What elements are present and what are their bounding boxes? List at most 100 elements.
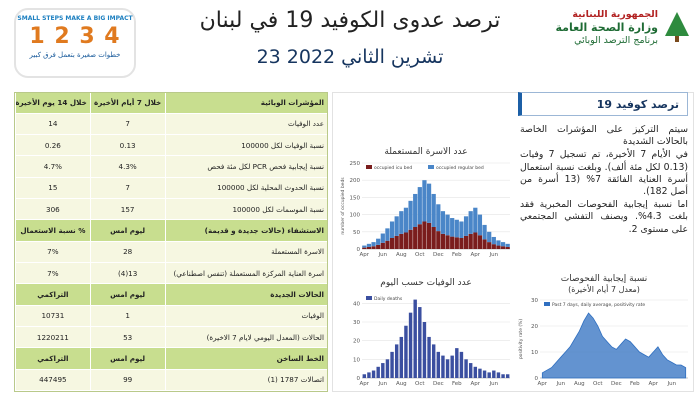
campaign-steps: 1 2 3 4 (29, 24, 121, 49)
bar (492, 370, 496, 378)
bar-segment (482, 239, 487, 249)
section-header-row: الاستشفاء (حالات جديدة و قديمة) ليوم امس%… (15, 219, 327, 242)
bar-segment (362, 245, 367, 248)
ministry-line: برنامج الترصد الوبائي (574, 35, 658, 46)
summary-title: ترصد كوفيد 19 (518, 92, 688, 116)
bar-segment (431, 193, 436, 227)
row-value: 7 (89, 113, 166, 136)
bar-segment (422, 221, 427, 249)
bar-segment (440, 233, 446, 249)
row-value: 4.7% (15, 155, 91, 178)
x-tick-label: Aug (396, 381, 407, 387)
bar (473, 366, 478, 378)
indicator-table: المؤشرات الوبائية خلال 7 أيام الأخيرة خلال… (14, 92, 328, 392)
positivity-chart: نسبة إيجابية الفحوصات(معدل 7 أيام الأخير… (518, 274, 688, 387)
x-tick-label: Dec (611, 381, 622, 387)
bar-segment (426, 222, 432, 249)
bar-segment (413, 193, 418, 227)
table: المؤشرات الوبائية خلال 7 أيام الأخيرة خلال… (15, 93, 327, 391)
section-header-cell: ليوم امس (89, 283, 166, 306)
bar-segment (366, 246, 372, 249)
x-tick-label: Feb (452, 381, 462, 387)
row-label: نسبة الوفيات لكل 100000 (164, 134, 327, 157)
row-value: 0.13 (89, 134, 166, 157)
bar-segment (403, 207, 409, 233)
campaign-logo: SMALL STEPS MAKE A BIG IMPACT 1 2 3 4 خط… (14, 8, 136, 78)
y-tick-label: 20 (531, 324, 538, 330)
bar-segment (417, 187, 422, 225)
row-value: 4.3% (89, 155, 166, 178)
row-value: 14 (15, 113, 91, 136)
bar (441, 355, 445, 378)
x-tick-label: Jun (489, 381, 499, 387)
campaign-slogan-ar: خطوات صغيرة بتعمل فرق كبير (29, 51, 121, 59)
row-label: اتصالات 1787 (1) (164, 369, 327, 391)
x-tick-label: Jun (667, 381, 677, 387)
section-header-cell: التراكمي (15, 283, 91, 306)
row-value: 99 (89, 369, 166, 391)
bar-segment (505, 246, 510, 249)
section-header-cell: الحالات الجديدة (164, 283, 327, 306)
row-value: 0.26 (15, 134, 91, 157)
section-header-row: المؤشرات الوبائية خلال 7 أيام الأخيرة خلال… (15, 93, 327, 114)
table-row: الحالات (المعدل اليومي لايام 7 الاخيرة) 5… (15, 326, 327, 349)
bar-segment (371, 242, 376, 247)
ministry-line: وزارة الصحة العامة (555, 21, 659, 34)
y-tick-label: 50 (353, 230, 360, 236)
y-tick-label: 150 (350, 195, 361, 201)
y-tick-label: 40 (353, 301, 360, 307)
ministry-logo: الجمهورية اللبنانية وزارة الصحة العامة ب… (555, 8, 690, 47)
row-value: 53 (89, 326, 166, 349)
bar (468, 363, 473, 378)
bar-segment (500, 246, 506, 249)
y-axis-label: positivity rate (%) (518, 319, 524, 360)
cedar-icon (665, 12, 689, 42)
section-header-cell: ليوم امس (89, 219, 166, 242)
bar (422, 322, 427, 378)
bar-segment (399, 233, 404, 249)
y-tick-label: 10 (531, 350, 538, 356)
bar-segment (477, 235, 483, 249)
x-tick-label: Apr (360, 252, 370, 258)
bar-segment (487, 231, 492, 243)
section-header-cell: الاستشفاء (حالات جديدة و قديمة) (164, 219, 327, 242)
bar-segment (463, 235, 469, 249)
bar (381, 363, 385, 378)
y-tick-label: 30 (353, 320, 360, 326)
y-tick-label: 10 (353, 357, 360, 363)
bar (413, 299, 417, 378)
bar-segment (505, 243, 510, 247)
bar-segment (394, 235, 399, 249)
bar-segment (487, 242, 492, 249)
bar (459, 351, 464, 378)
bar (399, 336, 404, 378)
section-header-cell: الخط الساخن (164, 347, 327, 370)
bar-segment (450, 218, 455, 237)
bar-segment (473, 207, 478, 233)
bar-segment (371, 246, 376, 249)
bar-segment (491, 236, 496, 245)
bar (445, 359, 450, 378)
row-value: 1 (89, 305, 166, 327)
bar-segment (394, 216, 399, 236)
row-label: نسبة الحدوث المحلية لكل 100000 (164, 177, 327, 200)
x-tick-label: Apr (649, 381, 659, 387)
page-date: 23 تشرين الثاني 2022 (256, 46, 444, 68)
table-row: اسرة العناية المركزة المستعملة (تنفس اصط… (15, 262, 327, 285)
bar (464, 359, 468, 378)
bar-segment (362, 247, 367, 249)
y-tick-label: 0 (535, 376, 539, 382)
summary-paragraph: سيتم التركيز على المؤشرات الخاصة بالحالا… (520, 124, 688, 148)
bar (367, 372, 371, 378)
row-value: 28 (89, 241, 166, 263)
bar (496, 372, 501, 378)
y-tick-label: 0 (357, 376, 361, 382)
y-tick-label: 250 (350, 161, 361, 167)
section-header-cell: ليوم امس (89, 347, 166, 370)
x-tick-label: Oct (415, 381, 425, 387)
row-label: الاسرة المستعملة (164, 241, 327, 263)
bar-segment (459, 221, 464, 238)
bar (418, 307, 422, 378)
bar-segment (408, 200, 413, 230)
